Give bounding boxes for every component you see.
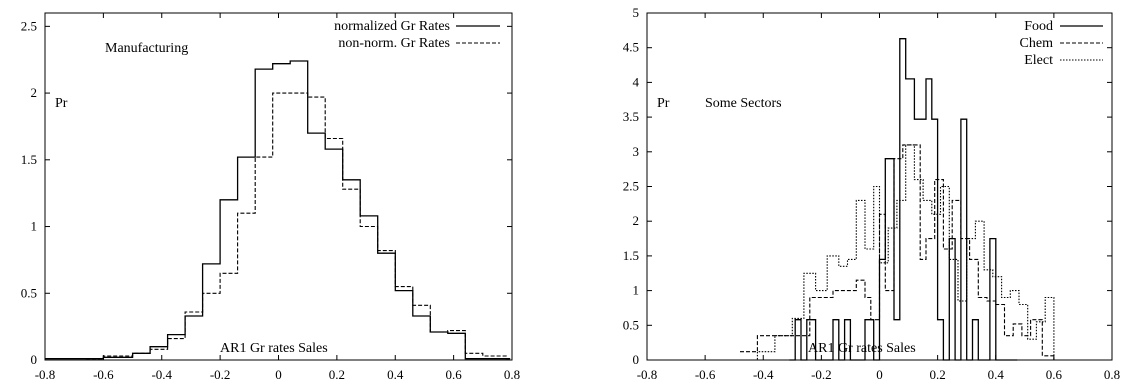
pr-annotation: Pr xyxy=(55,96,68,111)
y-tick-label: 0.5 xyxy=(623,317,639,332)
x-tick-label: -0.8 xyxy=(637,367,658,382)
y-tick-label: 4.5 xyxy=(623,40,639,55)
panel-some-sectors: -0.8 -0.6 -0.4 -0.2 0 0.2 0.4 0.6 0.8 0 0.5 1 1.5 2 2.… xyxy=(623,5,1120,382)
series-line-elect xyxy=(740,144,1058,361)
y-tick-label: 0 xyxy=(31,352,38,367)
x-tick-label: 0.2 xyxy=(930,367,946,382)
x-tick-label: -0.4 xyxy=(151,367,172,382)
x-tick-label: 0.6 xyxy=(1046,367,1063,382)
y-tick-label: 2.5 xyxy=(21,18,37,33)
y-tick-label: 2 xyxy=(31,85,38,100)
pr-annotation: Pr xyxy=(657,96,670,111)
legend-label: Food xyxy=(1024,19,1053,34)
panel-manufacturing: -0.8 -0.6 -0.4 -0.2 0 0.2 0.4 0.6 0.8 0 0.5 1 1.5 2 2.… xyxy=(21,12,520,382)
x-tick-label: 0.8 xyxy=(504,367,520,382)
y-tick-label: 5 xyxy=(633,5,640,20)
x-tick-label: 0 xyxy=(876,367,883,382)
y-tick-label: 1.5 xyxy=(623,248,639,263)
y-tick-label: 0 xyxy=(633,352,640,367)
series-line-chem xyxy=(740,144,1058,361)
legend-label: Elect xyxy=(1024,53,1053,68)
y-tick-label: 3.5 xyxy=(623,109,639,124)
note-annotation: AR1 Gr rates Sales xyxy=(220,341,328,356)
x-tick-label: -0.2 xyxy=(210,367,231,382)
y-tick-label: 2 xyxy=(633,213,640,228)
legend-label: non-norm. Gr Rates xyxy=(338,36,450,51)
x-tick-label: 0.4 xyxy=(988,367,1005,382)
series-line-normalized-gr-rates xyxy=(45,60,511,360)
x-tick-label: -0.8 xyxy=(35,367,56,382)
y-tick-label: 2.5 xyxy=(623,179,639,194)
x-tick-label: -0.6 xyxy=(695,367,716,382)
x-tick-label: 0.8 xyxy=(1104,367,1120,382)
y-tick-label: 0.5 xyxy=(21,285,37,300)
series-line-non-norm-gr-rates xyxy=(85,92,511,360)
x-tick-label: -0.4 xyxy=(753,367,774,382)
x-tick-label: 0.6 xyxy=(446,367,463,382)
y-tick-label: 3 xyxy=(633,144,640,159)
y-tick-label: 1 xyxy=(31,219,38,234)
sector-annotation: Manufacturing xyxy=(105,41,188,56)
note-annotation: AR1 Gr rates Sales xyxy=(808,341,916,356)
plot-frame xyxy=(44,12,513,361)
x-tick-label: -0.6 xyxy=(93,367,114,382)
x-tick-label: 0.2 xyxy=(329,367,345,382)
x-tick-label: 0.4 xyxy=(387,367,404,382)
sector-annotation: Some Sectors xyxy=(705,96,782,111)
x-tick-label: -0.2 xyxy=(811,367,832,382)
series-line-food xyxy=(789,38,1018,361)
y-tick-label: 4 xyxy=(633,74,640,89)
y-tick-label: 1 xyxy=(633,283,640,298)
legend-label: normalized Gr Rates xyxy=(334,19,450,34)
y-tick-label: 1.5 xyxy=(21,152,37,167)
legend-label: Chem xyxy=(1020,36,1054,51)
x-tick-label: 0 xyxy=(275,367,282,382)
